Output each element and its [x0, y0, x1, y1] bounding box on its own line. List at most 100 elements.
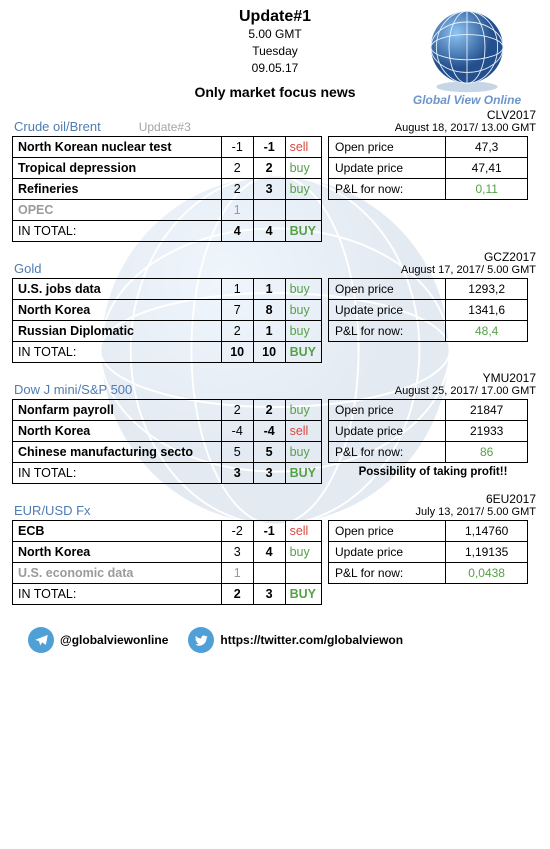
row-label: Chinese manufacturing secto — [13, 442, 222, 463]
logo-label: Global View Online — [402, 93, 532, 107]
price-value: 21933 — [446, 421, 528, 442]
signal-table: U.S. jobs data11buyNorth Korea78buyRussi… — [12, 278, 322, 363]
row-label: Nonfarm payroll — [13, 400, 222, 421]
row-prev: 3 — [221, 542, 253, 563]
total-label: IN TOTAL: — [13, 463, 222, 484]
row-prev: 2 — [221, 321, 253, 342]
table-row: Refineries23buy — [13, 179, 322, 200]
globe-icon — [422, 4, 512, 94]
table-row: U.S. economic data1 — [13, 563, 322, 584]
table-row: P&L for now:48,4 — [329, 321, 528, 342]
twitter-url: https://twitter.com/globalviewon — [220, 633, 403, 647]
table-row: Nonfarm payroll22buy — [13, 400, 322, 421]
table-row: Open price47,3 — [329, 137, 528, 158]
instrument-code: CLV2017 — [395, 108, 536, 122]
row-prev: -4 — [221, 421, 253, 442]
price-table: Open price1293,2Update price1341,6P&L fo… — [328, 278, 528, 342]
signal-table: North Korean nuclear test-1-1sellTropica… — [12, 136, 322, 242]
section-title: EUR/USD Fx — [14, 503, 91, 518]
row-action: sell — [285, 421, 321, 442]
section-note: Possibility of taking profit!! — [328, 466, 538, 478]
section: EUR/USD Fx6EU2017July 13, 2017/ 5.00 GMT… — [12, 492, 538, 605]
total-prev: 10 — [221, 342, 253, 363]
row-prev: -1 — [221, 137, 253, 158]
price-label: Update price — [329, 300, 446, 321]
section-title: Dow J mini/S&P 500 — [14, 382, 132, 397]
page-title: Update#1 — [239, 8, 311, 26]
section: Gold GCZ2017August 17, 2017/ 5.00 GMT U.S.… — [12, 250, 538, 363]
section-title: Crude oil/Brent — [14, 119, 101, 134]
header: Update#1 5.00 GMT Tuesday 09.05.17 Globa… — [12, 8, 538, 76]
row-action: sell — [285, 137, 321, 158]
table-row: Open price1293,2 — [329, 279, 528, 300]
row-prev: 2 — [221, 158, 253, 179]
price-label: P&L for now: — [329, 321, 446, 342]
row-action: buy — [285, 442, 321, 463]
row-prev: -2 — [221, 521, 253, 542]
row-curr: 2 — [253, 400, 285, 421]
price-value: 1341,6 — [446, 300, 528, 321]
table-row: North Korea34buy — [13, 542, 322, 563]
total-action: BUY — [285, 221, 321, 242]
total-action: BUY — [285, 342, 321, 363]
total-curr: 3 — [253, 463, 285, 484]
table-total-row: IN TOTAL:1010BUY — [13, 342, 322, 363]
price-value: 47,3 — [446, 137, 528, 158]
row-prev: 2 — [221, 179, 253, 200]
table-row: P&L for now:86 — [329, 442, 528, 463]
table-row: Open price1,14760 — [329, 521, 528, 542]
table-total-row: IN TOTAL:44BUY — [13, 221, 322, 242]
row-prev: 2 — [221, 400, 253, 421]
telegram-icon[interactable] — [28, 627, 54, 653]
price-label: Update price — [329, 542, 446, 563]
row-label: Tropical depression — [13, 158, 222, 179]
instrument-code: GCZ2017 — [401, 250, 536, 264]
price-label: Open price — [329, 521, 446, 542]
total-curr: 3 — [253, 584, 285, 605]
price-table: Open price21847Update price21933P&L for … — [328, 399, 528, 463]
twitter-icon[interactable] — [188, 627, 214, 653]
table-row: P&L for now:0,0438 — [329, 563, 528, 584]
price-label: P&L for now: — [329, 563, 446, 584]
row-action: sell — [285, 521, 321, 542]
row-curr: -1 — [253, 137, 285, 158]
row-label: North Korea — [13, 300, 222, 321]
price-label: P&L for now: — [329, 442, 446, 463]
table-row: OPEC1 — [13, 200, 322, 221]
table-row: Update price21933 — [329, 421, 528, 442]
row-label: Refineries — [13, 179, 222, 200]
table-row: Chinese manufacturing secto55buy — [13, 442, 322, 463]
total-curr: 4 — [253, 221, 285, 242]
row-label: North Korea — [13, 421, 222, 442]
signal-table: ECB-2-1sellNorth Korea34buyU.S. economic… — [12, 520, 322, 605]
logo: Global View Online — [402, 4, 532, 107]
table-row: ECB-2-1sell — [13, 521, 322, 542]
signal-table: Nonfarm payroll22buyNorth Korea-4-4sellC… — [12, 399, 322, 484]
row-curr: 3 — [253, 179, 285, 200]
price-value: 48,4 — [446, 321, 528, 342]
instrument-date: August 17, 2017/ 5.00 GMT — [401, 264, 536, 276]
price-value: 1293,2 — [446, 279, 528, 300]
row-prev: 5 — [221, 442, 253, 463]
row-label: U.S. economic data — [13, 563, 222, 584]
price-label: Open price — [329, 279, 446, 300]
row-label: U.S. jobs data — [13, 279, 222, 300]
instrument-date: July 13, 2017/ 5.00 GMT — [416, 506, 536, 518]
instrument-date: August 25, 2017/ 17.00 GMT — [395, 385, 536, 397]
total-action: BUY — [285, 463, 321, 484]
row-curr: 1 — [253, 279, 285, 300]
row-action — [285, 200, 321, 221]
section: Dow J mini/S&P 500YMU2017August 25, 2017… — [12, 371, 538, 484]
price-label: Update price — [329, 421, 446, 442]
row-action: buy — [285, 279, 321, 300]
price-value: 0,11 — [446, 179, 528, 200]
total-prev: 2 — [221, 584, 253, 605]
row-curr: 8 — [253, 300, 285, 321]
section-title: Gold — [14, 261, 41, 276]
row-curr: 5 — [253, 442, 285, 463]
total-curr: 10 — [253, 342, 285, 363]
row-curr: -1 — [253, 521, 285, 542]
telegram-handle: @globalviewonline — [60, 633, 168, 647]
row-curr: 2 — [253, 158, 285, 179]
row-action: buy — [285, 542, 321, 563]
